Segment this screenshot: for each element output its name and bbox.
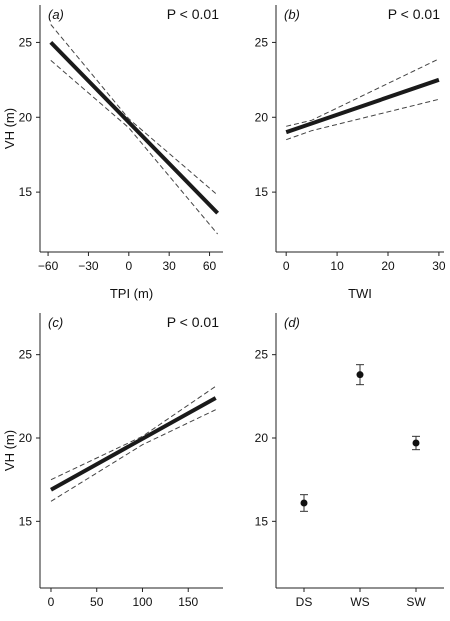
- x-tick-label: 20: [381, 259, 395, 273]
- data-point: [412, 439, 420, 447]
- y-tick-label: 15: [255, 185, 269, 199]
- y-tick-label: 20: [19, 110, 33, 124]
- x-tick-label: DS: [296, 595, 313, 609]
- panel-label: (b): [284, 7, 300, 22]
- p-value-annotation: P < 0.01: [167, 314, 220, 330]
- x-tick-label: 50: [90, 595, 104, 609]
- ci-upper-line: [286, 58, 440, 127]
- y-tick-label: 15: [19, 514, 33, 528]
- x-tick-label: SW: [406, 595, 426, 609]
- panel-3: 152025DSWSSWVegetation type(d): [255, 313, 444, 609]
- data-point: [356, 371, 364, 379]
- panel-1: 15 20 25 0 10 20 30 TWI (b) P < 0.01: [255, 5, 446, 301]
- x-tick-label: −30: [78, 259, 99, 273]
- x-tick-label: −60: [38, 259, 59, 273]
- x-tick-label: 150: [178, 595, 198, 609]
- fit-line: [50, 396, 217, 492]
- x-tick-label: 30: [162, 259, 176, 273]
- y-tick-label: 25: [19, 348, 33, 362]
- ci-lower-line: [50, 60, 218, 235]
- data-point: [300, 499, 308, 507]
- ci-upper-line: [50, 385, 216, 481]
- x-tick-label: 0: [125, 259, 132, 273]
- x-tick-label: WS: [350, 595, 369, 609]
- y-axis-title: VH (m): [2, 430, 17, 471]
- y-tick-label: 20: [255, 110, 269, 124]
- fit-line: [49, 41, 220, 215]
- y-axis-title: VH (m): [2, 108, 17, 149]
- ci-upper-line: [50, 24, 218, 196]
- panel-label: (a): [48, 7, 64, 22]
- panel-2: 152025050100150Degrees from north (°)VH …: [2, 313, 223, 609]
- x-tick-label: 10: [330, 259, 344, 273]
- panel-label: (c): [48, 315, 63, 330]
- y-tick-label: 25: [255, 35, 269, 49]
- panel-label: (d): [284, 315, 300, 330]
- x-axis-title: TPI (m): [110, 286, 153, 301]
- x-tick-label: 60: [203, 259, 217, 273]
- y-tick-label: 25: [255, 348, 269, 362]
- p-value-annotation: P < 0.01: [167, 6, 220, 22]
- ci-lower-line: [286, 98, 440, 141]
- panel-0: 15 20 25 −60 −30 0 30 60 TPI (m) VH (m) (a) P < 0.0…: [2, 5, 223, 301]
- y-tick-label: 20: [255, 431, 269, 445]
- x-tick-label: 100: [132, 595, 152, 609]
- y-tick-label: 20: [19, 431, 33, 445]
- y-tick-label: 15: [255, 514, 269, 528]
- x-tick-label: 30: [432, 259, 446, 273]
- ci-lower-line: [50, 409, 216, 502]
- x-tick-label: 0: [48, 595, 55, 609]
- fit-line: [285, 77, 440, 135]
- y-tick-label: 15: [19, 185, 33, 199]
- p-value-annotation: P < 0.01: [388, 6, 441, 22]
- x-axis-title: TWI: [348, 286, 372, 301]
- x-tick-label: 0: [283, 259, 290, 273]
- y-tick-label: 25: [19, 35, 33, 49]
